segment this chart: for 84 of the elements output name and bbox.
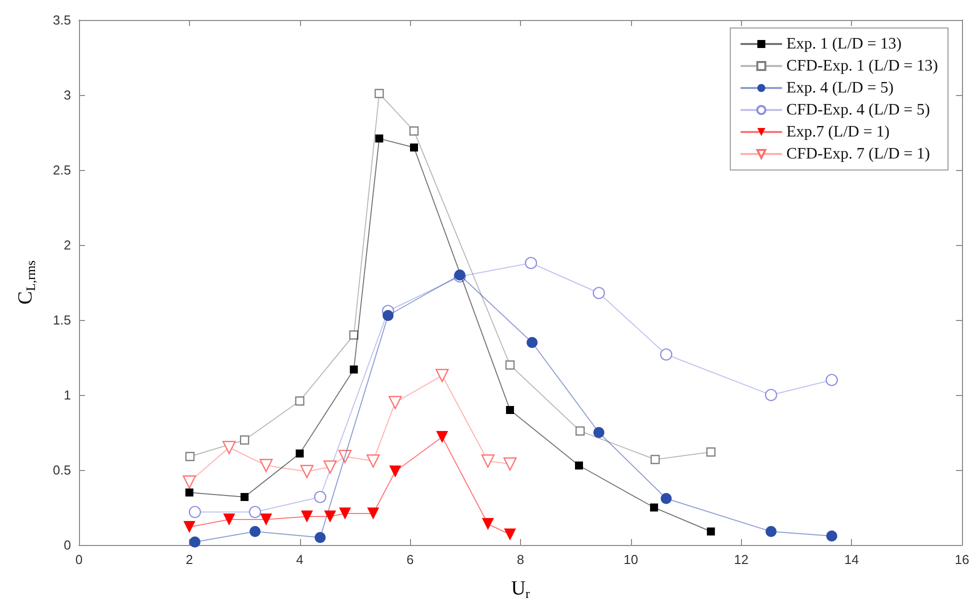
point [300,510,313,522]
y-tick-label: 0.5 [52,462,71,478]
point [826,530,838,542]
point [410,144,418,152]
point [185,488,194,496]
point [592,286,605,300]
y-tick-label: 3 [64,88,71,102]
x-tick-label: 10 [624,552,638,567]
x-tick-label: 12 [734,552,748,567]
legend-label: CFD-Exp. 4 (L/D = 5) [786,102,930,118]
point [240,435,250,445]
y-tick-label: 1 [64,388,71,402]
x-tick-label: 6 [406,552,414,567]
y-tick-label: 3.5 [52,12,71,28]
point [250,526,261,537]
point [505,360,515,370]
point [295,396,304,406]
x-tick-label: 16 [954,552,970,567]
point [389,466,402,478]
point [766,526,777,537]
point [660,348,672,361]
point [349,330,358,340]
point [183,521,196,533]
point [338,450,352,464]
point [524,256,538,270]
point [185,452,195,462]
point [382,310,394,321]
point [223,514,236,526]
y-tick-label: 0 [64,538,71,552]
x-tick-label: 8 [516,552,524,567]
point [222,440,236,454]
point [706,447,716,457]
point [324,510,336,522]
point [300,464,314,478]
point [409,126,419,136]
point [248,506,262,518]
point [388,396,402,410]
point [339,508,352,520]
y-axis-title: CL,rms [14,260,38,305]
point [314,532,326,543]
point [240,493,249,501]
point [706,528,715,536]
x-tick-label: 2 [186,552,193,567]
point [324,460,337,474]
point [296,450,304,458]
point [526,337,538,348]
point [350,366,358,374]
x-tick-label: 0 [75,552,83,567]
point [374,88,384,98]
point [189,536,200,548]
point [576,426,585,436]
point [764,388,778,402]
point [504,528,516,540]
point [826,374,838,386]
point [436,431,448,443]
legend-label: Exp. 4 (L/D = 5) [786,80,894,96]
legend-label: Exp.7 (L/D = 1) [786,124,890,140]
point [260,514,272,526]
point [366,454,380,468]
point [503,457,517,471]
point [593,427,604,438]
point [314,490,326,504]
point [650,454,660,464]
x-tick-label: 14 [844,552,859,567]
legend-label: CFD-Exp. 7 (L/D = 1) [786,146,930,162]
point [436,368,449,382]
point [660,493,672,504]
point [454,270,466,280]
point [506,406,514,414]
legend-label: CFD-Exp. 1 (L/D = 13) [786,58,938,74]
point [259,458,273,472]
y-tick-label: 2.5 [52,162,71,178]
y-tick-label: 1.5 [52,312,71,328]
point [182,475,196,489]
x-tick-label: 4 [296,552,304,567]
point [481,454,495,468]
point [367,508,380,520]
point [375,134,384,142]
y-tick-label: 2 [64,238,71,252]
point [650,504,658,512]
point [575,462,583,470]
legend-label: Exp. 1 (L/D = 13) [786,36,902,52]
point [188,506,201,518]
point [482,518,494,530]
